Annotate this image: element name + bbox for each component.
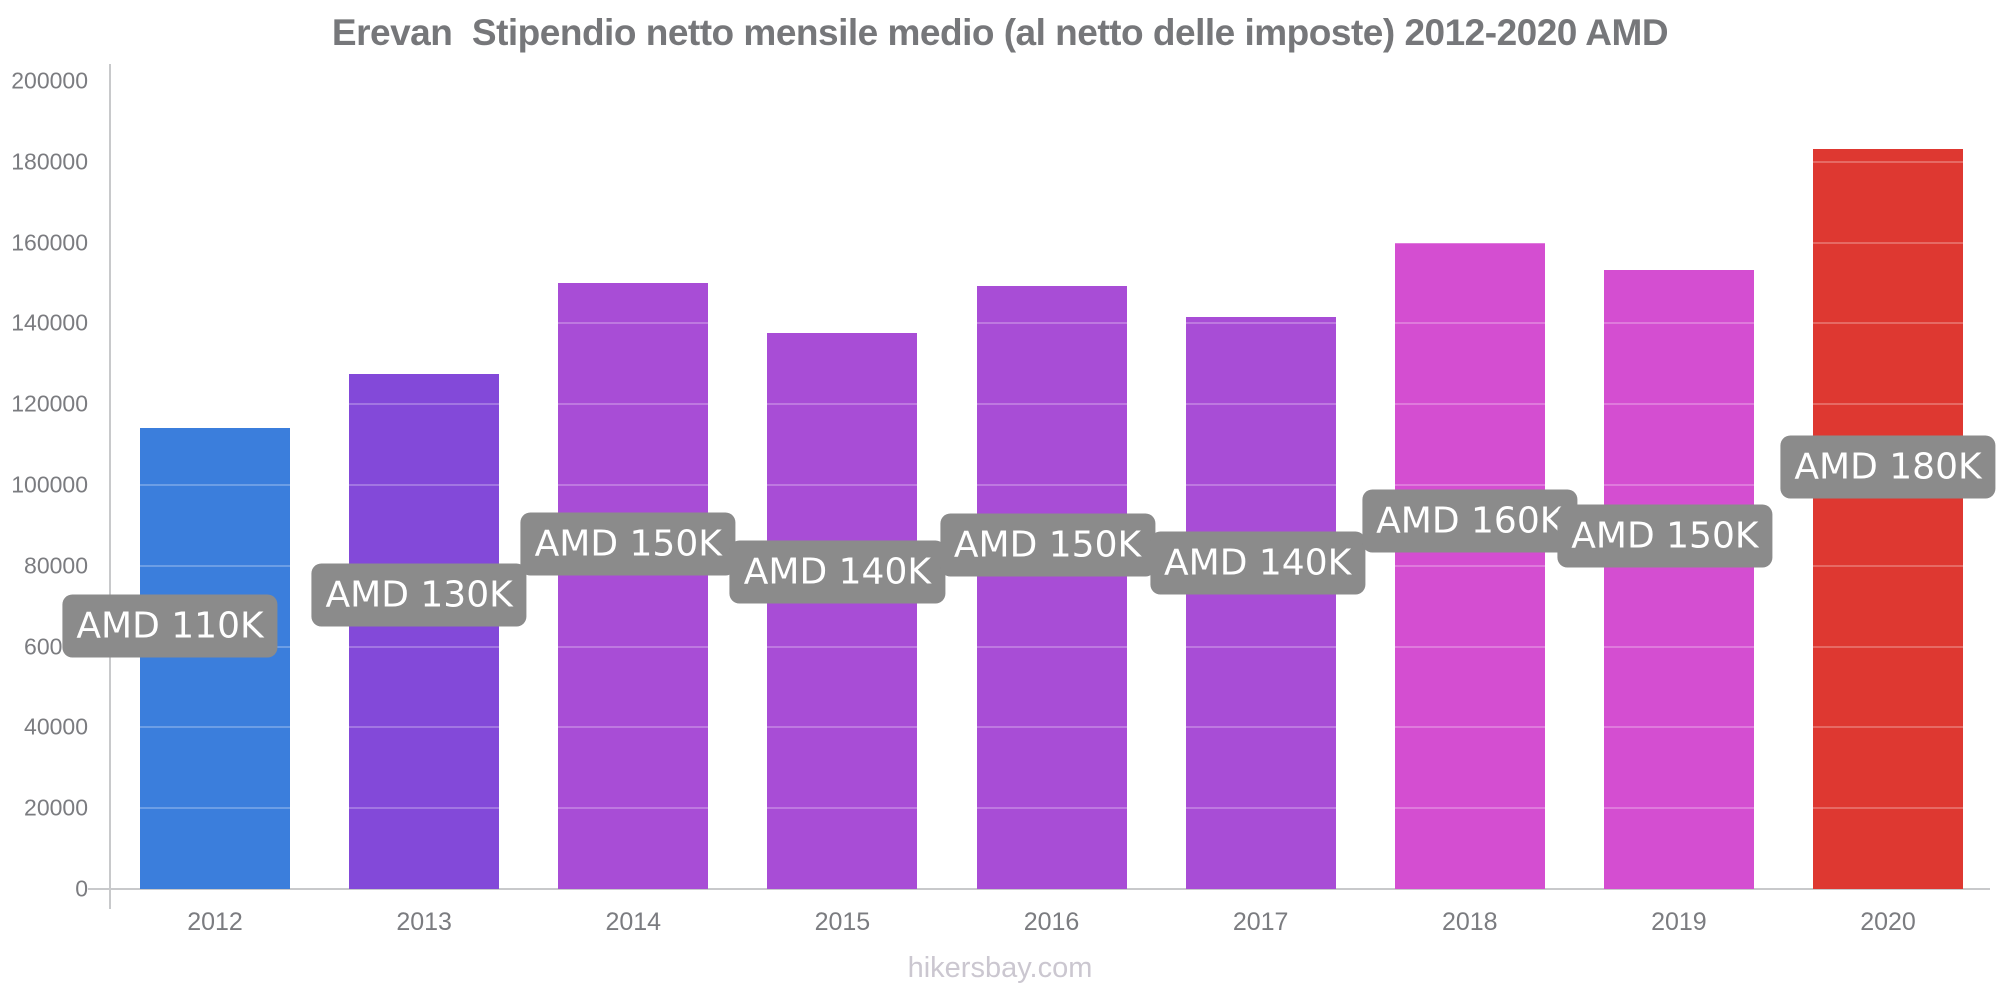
bar-value-label-2019: AMD 150K — [1557, 504, 1773, 568]
gridline — [111, 726, 1990, 729]
x-axis-tick-label-2020: 2020 — [1860, 908, 1916, 936]
y-axis-tick-label: 100000 — [11, 471, 88, 498]
y-axis-tick-label: 200000 — [11, 67, 88, 94]
bar-value-label-text: AMD 140K — [743, 551, 931, 593]
bar-value-label-text: AMD 110K — [76, 605, 264, 647]
bar-value-label-bg — [729, 540, 945, 604]
bar-2014[interactable] — [558, 283, 709, 889]
y-axis-tick-label: 140000 — [11, 309, 88, 336]
bar-value-label-text: AMD 140K — [1164, 542, 1352, 584]
bar-value-label-2020: AMD 180K — [1780, 435, 1996, 499]
bar-value-label-2017: AMD 140K — [1150, 531, 1366, 595]
x-axis-tick-label-2017: 2017 — [1232, 908, 1289, 936]
y-axis-tick-label: 180000 — [11, 148, 88, 175]
y-axis-tick-label: 80000 — [24, 552, 88, 579]
bar-value-label-2015: AMD 140K — [729, 540, 945, 604]
x-axis-tick-label-2016: 2016 — [1023, 908, 1080, 936]
bar-value-label-bg — [1150, 531, 1366, 595]
bar-2018[interactable] — [1394, 242, 1545, 889]
bar-value-label-text: AMD 150K — [1571, 515, 1759, 557]
bar-value-label-text: AMD 180K — [1794, 446, 1982, 488]
x-axis-tick-label-2019: 2019 — [1651, 908, 1707, 936]
x-axis-tick-label-2015: 2015 — [814, 908, 871, 936]
x-axis-tick-label-2014: 2014 — [605, 908, 662, 936]
bar-value-label-bg — [62, 594, 278, 658]
bar-value-label-bg — [520, 512, 736, 576]
bar-2015[interactable] — [767, 333, 918, 889]
y-axis-tick-label: 40000 — [24, 713, 88, 740]
bar-value-label-2018: AMD 160K — [1362, 489, 1578, 553]
watermark: hikersbay.com — [907, 952, 1093, 984]
gridline — [111, 322, 1990, 325]
gridline — [111, 241, 1990, 244]
bar-value-label-2016: AMD 150K — [939, 513, 1156, 577]
gridline — [111, 160, 1990, 163]
bar-2012[interactable] — [140, 428, 290, 889]
x-axis-line — [88, 888, 1990, 890]
bar-value-label-2013: AMD 130K — [311, 563, 527, 627]
chart-title: Erevan Stipendio netto mensile medio (al… — [331, 12, 1669, 53]
bar-value-label-text: AMD 150K — [953, 524, 1142, 566]
bar-2017[interactable] — [1185, 316, 1336, 889]
bar-value-label-text: AMD 150K — [534, 523, 722, 565]
bar-value-label-bg — [1362, 489, 1578, 553]
bar-value-label-2012: AMD 110K — [62, 594, 278, 658]
y-axis-tick-label: 20000 — [24, 794, 88, 821]
y-axis-tick-label: 160000 — [11, 229, 88, 256]
bar-2016[interactable] — [976, 285, 1127, 889]
bar-2020[interactable] — [1813, 148, 1963, 889]
bar-value-label-text: AMD 130K — [325, 574, 513, 616]
bar-value-label-bg — [1557, 504, 1773, 568]
bar-value-label-bg — [939, 513, 1156, 577]
y-axis-tick-label: 0 — [75, 875, 88, 902]
gridline — [111, 484, 1990, 486]
y-axis-tick-label: 120000 — [11, 390, 88, 417]
gridline — [111, 807, 1990, 810]
bar-value-label-bg — [311, 563, 527, 627]
x-axis-tick-label-2012: 2012 — [187, 908, 243, 936]
x-axis-tick-label-2018: 2018 — [1441, 908, 1498, 936]
gridline — [111, 645, 1990, 648]
bar-value-label-text: AMD 160K — [1376, 500, 1564, 542]
bar-value-label-2014: AMD 150K — [520, 512, 736, 576]
x-axis-tick-label-2013: 2013 — [396, 908, 452, 936]
bar-value-label-bg — [1780, 435, 1996, 499]
bar-2013[interactable] — [349, 373, 500, 889]
gridline — [111, 403, 1990, 406]
bar-2019[interactable] — [1603, 270, 1754, 889]
y-axis-line — [109, 64, 111, 909]
